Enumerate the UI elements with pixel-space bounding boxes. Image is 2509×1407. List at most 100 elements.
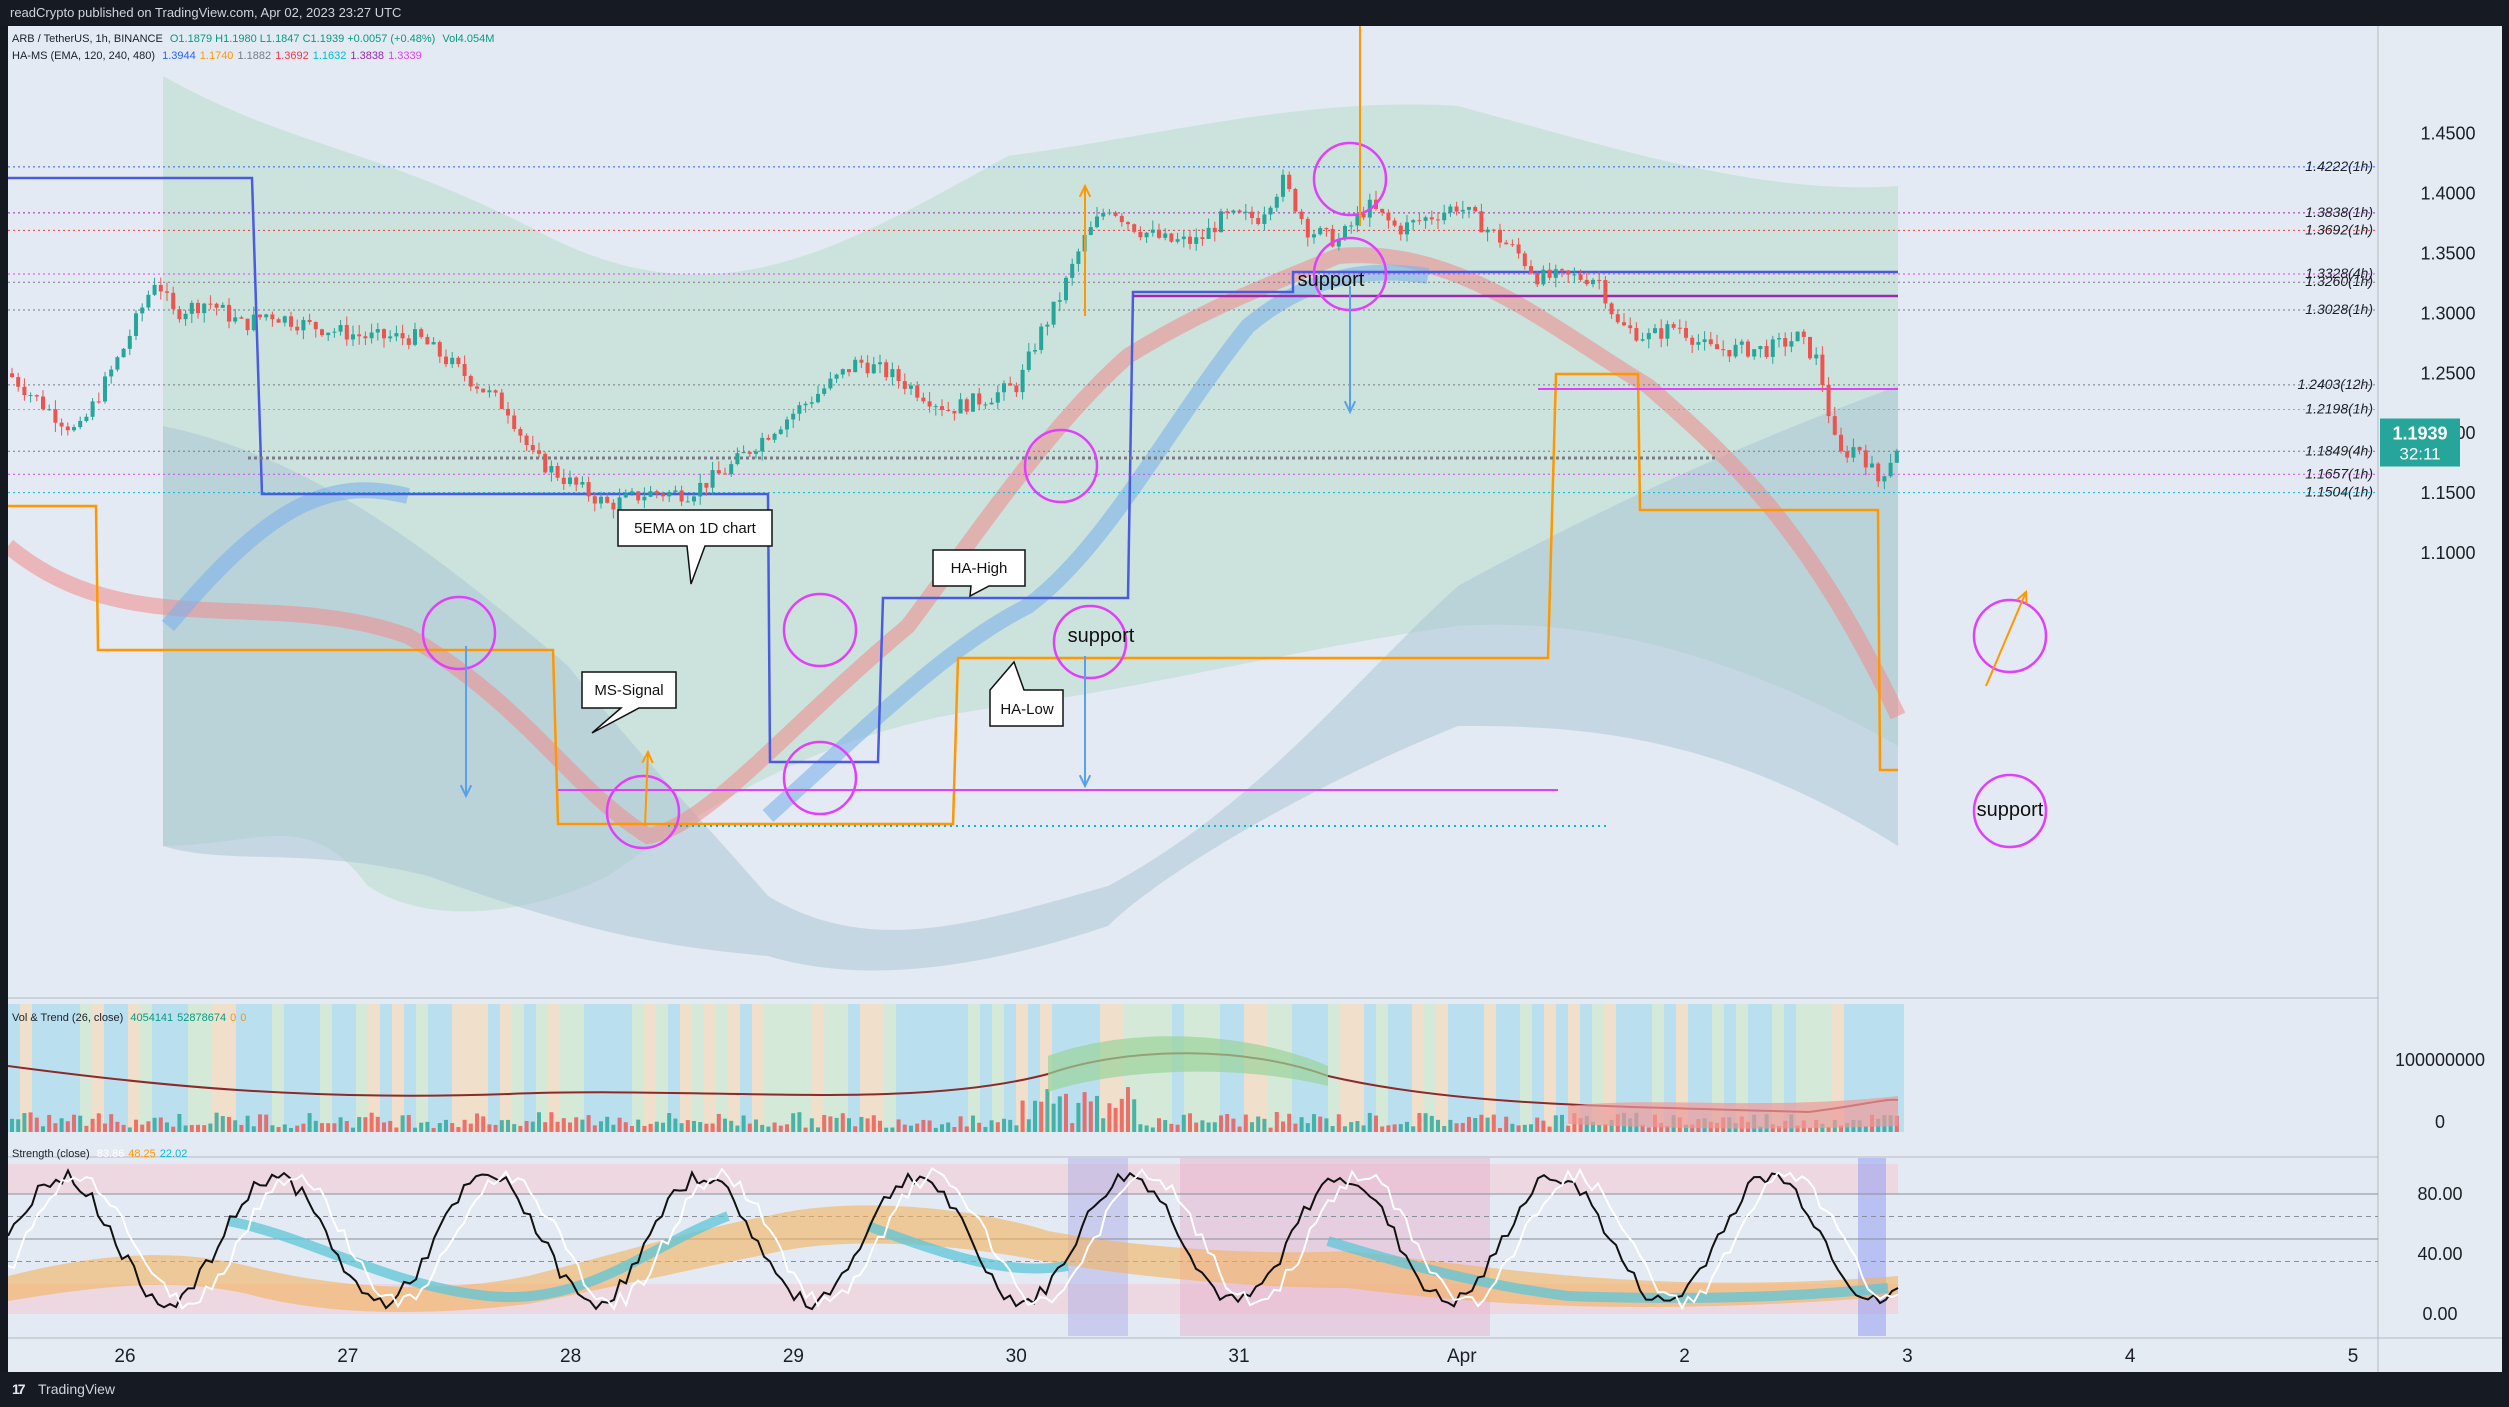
volume-bar — [909, 1125, 913, 1132]
volume-bar — [723, 1118, 727, 1132]
volume-bar — [797, 1112, 802, 1132]
candle-body — [1355, 213, 1360, 226]
candle-body — [1262, 214, 1267, 224]
volume-bar — [1591, 1121, 1595, 1132]
highlight-circle — [421, 595, 497, 671]
volume-bar — [623, 1122, 628, 1132]
candle-body — [1460, 209, 1465, 212]
volume-bar — [729, 1120, 734, 1132]
volume-bar — [270, 1125, 275, 1132]
volume-bar — [326, 1123, 331, 1132]
candle-body — [1020, 369, 1025, 393]
volume-bar — [264, 1114, 269, 1132]
candle-body — [989, 402, 994, 405]
candle-body — [1144, 232, 1149, 238]
candle-body — [716, 470, 721, 474]
volume-bar — [580, 1119, 585, 1132]
candle-body — [214, 303, 219, 308]
volume-bar — [109, 1114, 114, 1132]
trend-stripe — [896, 1004, 908, 1132]
candle-body — [1057, 300, 1062, 302]
candle-body — [419, 329, 424, 337]
volume-bar — [400, 1115, 405, 1132]
volume-bar — [1690, 1124, 1695, 1132]
volume-bar — [518, 1125, 523, 1132]
candle-body — [202, 303, 207, 314]
price-level-label: 1.1849(4h) — [2305, 442, 2373, 458]
volume-bar — [809, 1118, 814, 1132]
candle-body — [41, 396, 45, 410]
volume-bar — [1088, 1101, 1093, 1132]
brand-text: TradingView — [38, 1381, 116, 1397]
candle-body — [1380, 208, 1385, 213]
volume-bar — [90, 1118, 95, 1132]
trend-stripe — [32, 1004, 44, 1132]
volume-bar — [828, 1116, 833, 1132]
trend-stripe — [560, 1004, 572, 1132]
candle-body — [1324, 228, 1329, 230]
candle-body — [140, 307, 145, 314]
volume-bar — [1138, 1124, 1143, 1132]
trend-stripe — [656, 1004, 668, 1132]
trend-stripe — [800, 1004, 812, 1132]
candle-body — [307, 319, 312, 323]
candle-body — [16, 377, 21, 387]
volume-bar — [1758, 1126, 1763, 1132]
volume-bar — [462, 1119, 467, 1132]
volume-bar — [307, 1113, 312, 1132]
candle-body — [1194, 237, 1199, 244]
volume-bar — [1033, 1100, 1037, 1132]
candle-body — [574, 477, 579, 485]
candle-body — [72, 427, 76, 431]
strength-line-black — [7, 1168, 1899, 1311]
legend-vol: Vol4.054M — [442, 33, 495, 45]
callout-bubble — [932, 549, 1026, 598]
volume-bar — [530, 1121, 535, 1132]
candle-body — [444, 356, 448, 365]
volume-bar — [1008, 1119, 1013, 1132]
time-tick-label: 4 — [2125, 1346, 2136, 1367]
candle-body — [1702, 339, 1707, 343]
volume-bar — [388, 1120, 393, 1132]
volume-bar — [301, 1123, 306, 1132]
trend-stripe — [1436, 1004, 1448, 1132]
volume-bar — [1343, 1126, 1347, 1132]
candle-body — [1733, 344, 1738, 357]
candle-body — [59, 422, 64, 427]
trend-stripe — [152, 1004, 164, 1132]
volume-bar — [847, 1118, 851, 1132]
volume-bar — [127, 1127, 132, 1132]
candle-body — [338, 325, 343, 332]
price-tick-label: 1.4000 — [2420, 184, 2475, 204]
legend-hams-value: 1.3838 — [350, 50, 385, 62]
volume-bar — [1839, 1125, 1843, 1132]
candle-body — [561, 477, 566, 484]
trend-stripe — [260, 1004, 272, 1132]
volume-bar — [754, 1119, 758, 1132]
volume-bar — [772, 1122, 777, 1132]
trend-stripe — [1496, 1004, 1508, 1132]
trend-stripe — [572, 1004, 584, 1132]
volume-bar — [549, 1112, 554, 1132]
trend-stripe — [884, 1004, 896, 1132]
candle-body — [537, 450, 541, 454]
candle-body — [1070, 263, 1075, 278]
volume-bar — [766, 1126, 771, 1132]
volume-bar — [1200, 1120, 1205, 1132]
volume-bar — [983, 1126, 988, 1132]
chart-frame[interactable]: ARBUSDT, 1hARB / TetherUS 1.4222(1h)1.38… — [2, 26, 2502, 1372]
candle-body — [1498, 229, 1502, 243]
candle-body — [1281, 174, 1285, 197]
legend-symbol: ARB / TetherUS, 1h, BINANCE — [12, 33, 163, 45]
legend-vol-trend: Vol & Trend (26, close) 4054141 52878674 0… — [12, 1012, 250, 1024]
volume-bar — [375, 1116, 380, 1132]
volume-bar — [890, 1127, 895, 1132]
volume-bar — [289, 1127, 293, 1132]
trend-stripe — [488, 1004, 500, 1132]
candle-body — [1770, 339, 1775, 357]
volume-bar — [1460, 1122, 1465, 1132]
candle-body — [1312, 234, 1316, 238]
price-level-label: 1.1657(1h) — [2305, 465, 2373, 481]
volume-bar — [859, 1116, 864, 1132]
chart-svg[interactable]: ARBUSDT, 1hARB / TetherUS 1.4222(1h)1.38… — [2, 26, 2502, 1372]
